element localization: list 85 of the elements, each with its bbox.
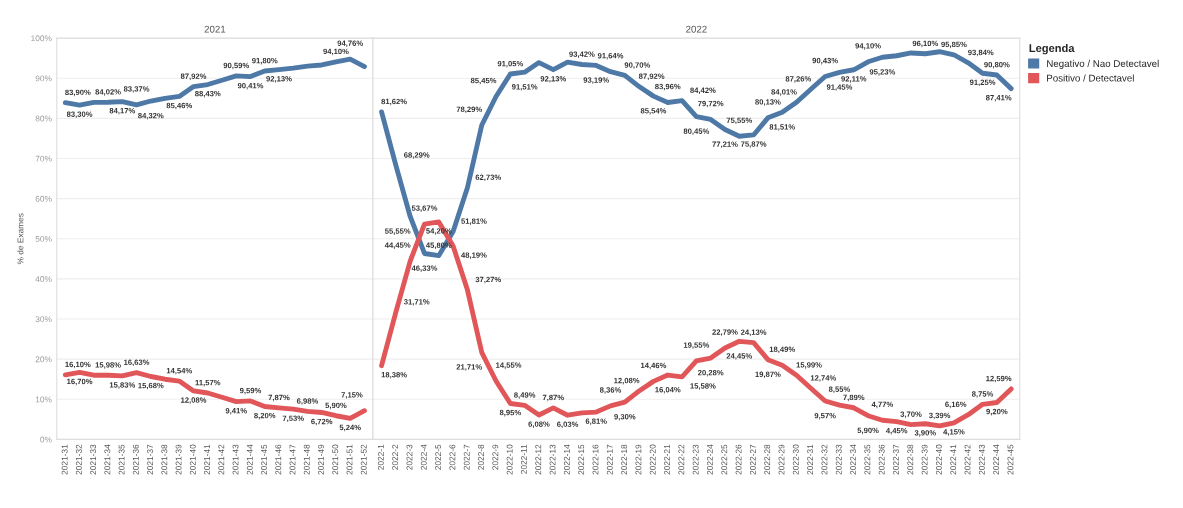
x-tick-label: 2022-16: [592, 444, 599, 475]
x-tick-label: 2021-37: [147, 444, 154, 475]
line-series: [62, 56, 367, 108]
legend-label: Positivo / Detectavel: [1047, 74, 1134, 82]
x-tick-label: 2022-18: [621, 444, 628, 475]
y-tick-label: 80%: [35, 115, 52, 122]
x-tick-label: 2022-15: [578, 444, 585, 475]
x-tick-label: 2021-39: [175, 444, 182, 475]
x-tick-label: 2021-47: [289, 444, 296, 475]
x-tick-label: 2021-42: [218, 444, 225, 475]
x-tick-label: 2022-21: [664, 444, 670, 475]
x-tick-label: 2022-43: [978, 444, 985, 475]
x-tick-label: 2022-8: [478, 444, 484, 470]
x-tick-label: 2022-1: [377, 444, 384, 470]
x-tick-label: 2022-12: [535, 444, 542, 475]
legend-title: Legenda: [1029, 43, 1075, 55]
x-tick-label: 2022-26: [735, 444, 742, 475]
x-tick-label: 2022-25: [721, 444, 728, 475]
x-tick-label: 2021-33: [90, 444, 97, 475]
x-tick-label: 2022-36: [878, 444, 885, 475]
x-tick-label: 2021-40: [189, 444, 196, 475]
x-tick-label: 2022-28: [764, 444, 771, 475]
x-tick-label: 2021-41: [204, 444, 210, 475]
x-tick-label: 2022-30: [792, 444, 799, 475]
x-tick-label: 2022-32: [821, 444, 828, 475]
x-tick-label: 2022-41: [950, 444, 957, 475]
x-tick-label: 2022-9: [492, 444, 499, 470]
y-tick-label: 50%: [35, 235, 52, 242]
x-tick-label: 2022-20: [649, 444, 656, 475]
x-tick-label: 2021-48: [303, 444, 310, 475]
x-tick-label: 2022-11: [520, 444, 527, 474]
x-tick-label: 2021-32: [75, 444, 82, 475]
y-tick-label: 90%: [35, 75, 52, 82]
y-axis-title: % de Exames: [17, 213, 24, 265]
legend-label: Negativo / Nao Detectavel: [1047, 59, 1159, 69]
x-tick-label: 2022-39: [921, 444, 928, 475]
x-tick-label: 2021-49: [318, 444, 324, 475]
x-tick-label: 2022-34: [850, 444, 856, 475]
x-tick-label: 2022-10: [506, 444, 513, 475]
x-tick-label: 2022-14: [563, 444, 570, 475]
x-tick-label: 2022-29: [778, 444, 785, 475]
x-tick-label: 2021-34: [104, 444, 111, 475]
x-tick-label: 2021-38: [161, 444, 168, 475]
y-tick-label: 40%: [35, 276, 52, 282]
x-tick-label: 2022-7: [463, 444, 470, 470]
x-tick-label: 2021-50: [332, 444, 339, 475]
x-tick-label: 2022-22: [678, 444, 685, 475]
x-tick-label: 2022-31: [807, 444, 814, 475]
y-tick-label: 70%: [35, 155, 52, 162]
x-tick-label: 2021-52: [360, 444, 367, 475]
x-tick-label: 2021-43: [232, 444, 239, 475]
y-tick-label: 100%: [31, 35, 52, 42]
x-tick-label: 2021-51: [346, 444, 353, 475]
x-tick-label: 2022-3: [406, 444, 413, 470]
x-tick-label: 2022-42: [964, 444, 971, 475]
x-tick-label: 2022-23: [692, 444, 699, 475]
x-tick-label: 2022-27: [749, 444, 756, 475]
y-tick-label: 60%: [35, 195, 52, 202]
x-tick-label: 2022-17: [606, 444, 613, 475]
x-tick-label: 2022-33: [835, 444, 842, 475]
y-tick-label: 20%: [35, 356, 52, 363]
x-tick-label: 2022-40: [935, 444, 942, 475]
chart-title: 2022: [686, 25, 707, 33]
x-tick-label: 2022-13: [549, 444, 556, 475]
x-tick-label: 2022-6: [449, 444, 456, 470]
x-tick-label: 2021-35: [118, 444, 125, 475]
x-tick-label: 2021-31: [61, 444, 68, 475]
y-tick-label: 30%: [35, 316, 52, 323]
x-tick-label: 2022-44: [993, 444, 1000, 475]
x-tick-label: 2022-24: [707, 444, 713, 475]
x-tick-label: 2022-4: [420, 444, 427, 470]
y-tick-label: 0%: [40, 436, 52, 443]
x-tick-label: 2021-46: [275, 444, 282, 475]
x-tick-label: 2021-36: [132, 444, 139, 475]
x-tick-label: 2022-2: [392, 444, 399, 470]
y-tick-label: 10%: [35, 396, 52, 403]
x-tick-label: 2021-45: [261, 444, 267, 475]
x-tick-label: 2022-35: [864, 444, 871, 475]
x-tick-label: 2022-45: [1007, 444, 1014, 475]
chart-title: 2021: [204, 25, 226, 33]
x-tick-label: 2022-19: [635, 444, 642, 475]
x-tick-label: 2021-44: [246, 444, 253, 475]
x-tick-label: 2022-5: [435, 444, 442, 470]
x-tick-label: 2022-38: [907, 444, 914, 475]
x-tick-label: 2022-37: [893, 444, 899, 475]
